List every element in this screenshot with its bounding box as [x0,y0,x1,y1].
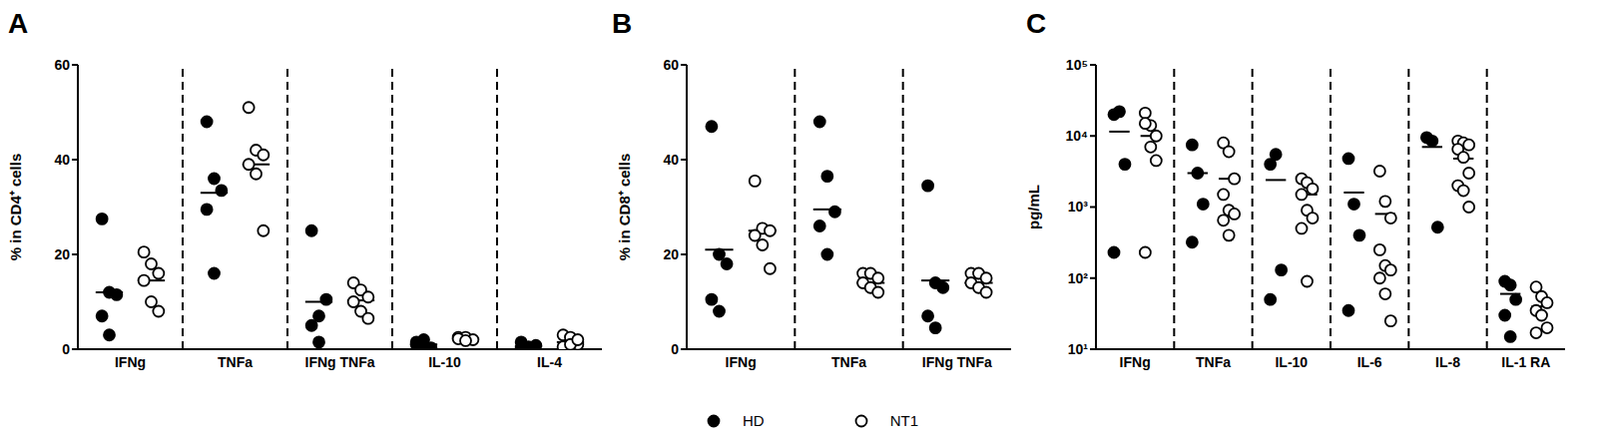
svg-text:60: 60 [53,56,70,73]
svg-text:10²: 10² [1067,270,1089,287]
html-text:NT1: NT1 [890,412,919,430]
svg-text:20: 20 [53,246,70,263]
svg-text:% in CD4⁺ cells: % in CD4⁺ cells [7,153,24,262]
svg-text:TNFa: TNFa [1195,354,1231,371]
html-text:B: B [611,7,633,39]
svg-text:40: 40 [53,151,70,168]
svg-text:IL-1 RA: IL-1 RA [1501,354,1551,371]
svg-text:10⁴: 10⁴ [1066,127,1089,144]
svg-text:0: 0 [61,341,70,358]
svg-text:IFNg: IFNg [1119,354,1151,371]
html-text:A: A [7,7,29,39]
svg-text:IL-8: IL-8 [1435,354,1461,371]
svg-text:10¹: 10¹ [1067,341,1089,358]
svg-text:IL-4: IL-4 [536,354,562,371]
svg-text:10³: 10³ [1067,198,1089,215]
svg-text:IL-10: IL-10 [1274,354,1308,371]
svg-text:pg/mL: pg/mL [1026,184,1043,230]
svg-text:IFNg: IFNg [725,354,757,371]
svg-text:0: 0 [670,341,679,358]
svg-text:20: 20 [662,246,679,263]
svg-text:60: 60 [662,56,679,73]
html-text:HD: HD [742,412,765,430]
svg-text:IL-6: IL-6 [1357,354,1383,371]
svg-text:IFNg: IFNg [114,354,146,371]
svg-text:IFNg TNFa: IFNg TNFa [922,354,993,371]
svg-text:TNFa: TNFa [217,354,253,371]
svg-text:40: 40 [662,151,679,168]
svg-text:10⁵: 10⁵ [1066,56,1088,73]
svg-text:IFNg TNFa: IFNg TNFa [305,354,376,371]
svg-text:IL-10: IL-10 [428,354,462,371]
svg-text:TNFa: TNFa [831,354,867,371]
svg-text:% in CD8⁺ cells: % in CD8⁺ cells [616,153,633,262]
html-text:C: C [1026,7,1047,39]
